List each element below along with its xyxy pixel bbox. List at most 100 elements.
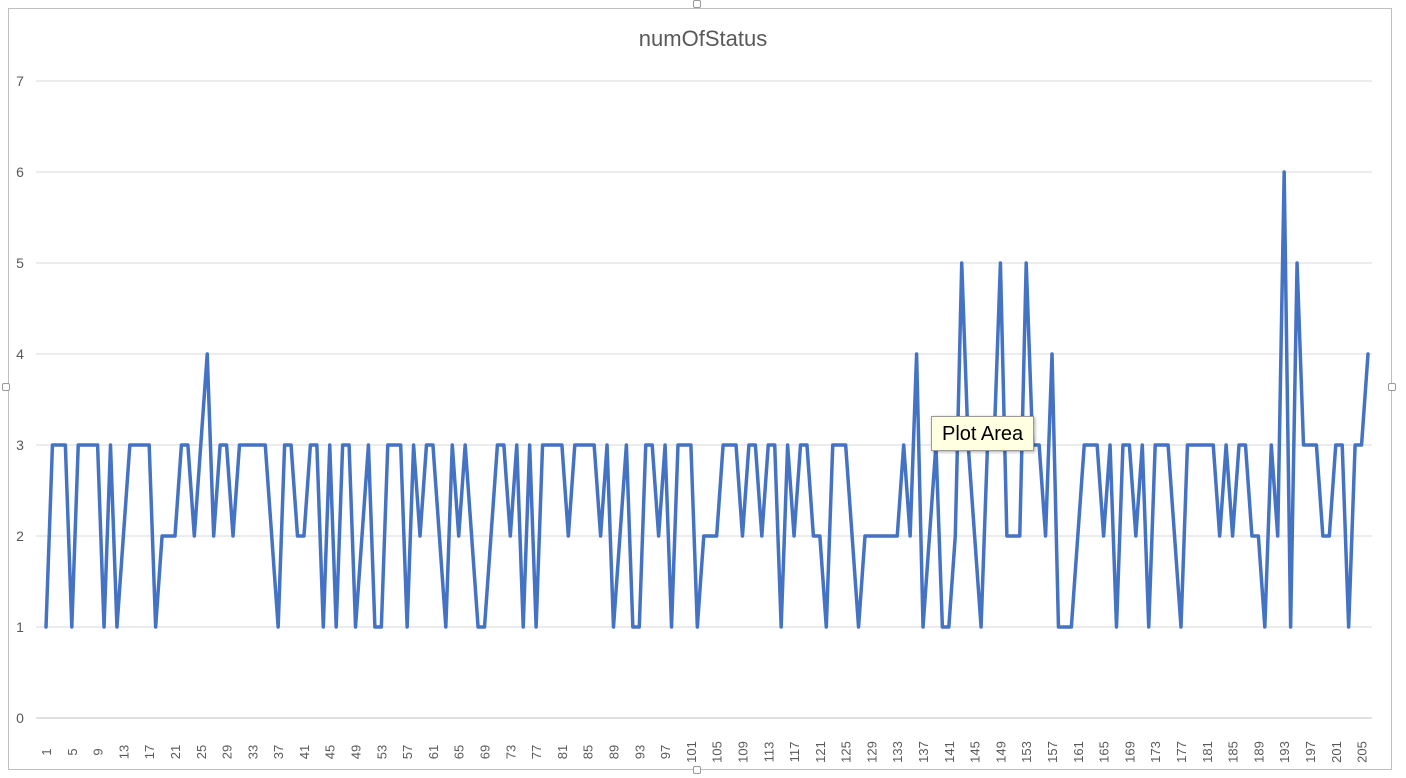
data-point bbox=[322, 626, 325, 628]
data-point bbox=[522, 626, 525, 628]
data-point bbox=[941, 626, 944, 628]
data-point bbox=[773, 444, 776, 446]
data-point bbox=[380, 626, 383, 628]
data-point bbox=[760, 535, 763, 537]
data-point bbox=[780, 626, 783, 628]
x-tick-label: 73 bbox=[503, 745, 518, 759]
data-point bbox=[1051, 353, 1054, 355]
x-tick-label: 177 bbox=[1174, 741, 1189, 763]
data-point bbox=[83, 444, 86, 446]
data-point bbox=[57, 444, 60, 446]
x-tick-label: 33 bbox=[245, 745, 260, 759]
x-tick-label: 189 bbox=[1251, 741, 1266, 763]
x-tick-label: 37 bbox=[271, 745, 286, 759]
data-point bbox=[412, 444, 415, 446]
data-point bbox=[173, 535, 176, 537]
data-point bbox=[257, 444, 260, 446]
data-point bbox=[1102, 535, 1105, 537]
data-point bbox=[580, 444, 583, 446]
x-tick-label: 193 bbox=[1277, 741, 1292, 763]
data-point bbox=[606, 444, 609, 446]
data-point bbox=[812, 535, 815, 537]
plot-area-tooltip: Plot Area bbox=[931, 416, 1035, 451]
data-point bbox=[90, 444, 93, 446]
data-point bbox=[922, 626, 925, 628]
data-point bbox=[290, 444, 293, 446]
data-point bbox=[212, 535, 215, 537]
x-tick-label: 141 bbox=[942, 741, 957, 763]
data-point bbox=[1063, 626, 1066, 628]
data-point bbox=[135, 444, 138, 446]
x-tick-label: 9 bbox=[91, 748, 106, 755]
data-point bbox=[1057, 626, 1060, 628]
x-tick-label: 49 bbox=[349, 745, 364, 759]
data-point bbox=[999, 262, 1002, 264]
chart-title[interactable]: numOfStatus bbox=[638, 26, 768, 51]
resize-handle-left[interactable] bbox=[2, 383, 10, 391]
data-point bbox=[1212, 444, 1215, 446]
data-point bbox=[309, 444, 312, 446]
data-point bbox=[180, 444, 183, 446]
data-point bbox=[1257, 535, 1260, 537]
data-point bbox=[1244, 444, 1247, 446]
data-point bbox=[367, 444, 370, 446]
y-tick-label: 3 bbox=[16, 437, 24, 453]
data-point bbox=[1321, 535, 1324, 537]
resize-handle-right[interactable] bbox=[1388, 383, 1396, 391]
resize-handle-top[interactable] bbox=[693, 0, 701, 8]
data-point bbox=[1315, 444, 1318, 446]
data-point bbox=[799, 444, 802, 446]
x-tick-label: 153 bbox=[1019, 741, 1034, 763]
data-point bbox=[670, 626, 673, 628]
data-point bbox=[1186, 444, 1189, 446]
data-point bbox=[425, 444, 428, 446]
data-point bbox=[909, 535, 912, 537]
data-point bbox=[406, 626, 409, 628]
data-point bbox=[915, 353, 918, 355]
resize-handle-bottom[interactable] bbox=[693, 766, 701, 774]
x-tick-label: 89 bbox=[606, 745, 621, 759]
data-point bbox=[386, 444, 389, 446]
x-tick-label: 21 bbox=[168, 745, 183, 759]
data-point bbox=[270, 535, 273, 537]
data-point bbox=[548, 444, 550, 446]
data-point bbox=[1154, 444, 1157, 446]
data-point bbox=[128, 444, 131, 446]
data-point bbox=[238, 444, 241, 446]
data-point bbox=[741, 535, 744, 537]
data-point bbox=[631, 626, 634, 628]
data-point bbox=[844, 444, 847, 446]
data-point bbox=[1096, 444, 1099, 446]
data-point bbox=[341, 444, 344, 446]
data-point bbox=[1025, 262, 1028, 264]
data-point bbox=[193, 535, 196, 537]
data-point bbox=[393, 444, 396, 446]
x-tick-label: 45 bbox=[323, 745, 338, 759]
data-point bbox=[586, 444, 589, 446]
x-tick-label: 117 bbox=[787, 742, 802, 763]
data-point bbox=[315, 444, 318, 446]
data-point bbox=[754, 444, 757, 446]
x-tick-label: 125 bbox=[839, 741, 854, 763]
x-tick-label: 5 bbox=[65, 748, 80, 755]
chart-area[interactable] bbox=[8, 8, 1392, 770]
data-point bbox=[876, 535, 879, 537]
y-tick-label: 2 bbox=[16, 528, 24, 544]
data-point bbox=[141, 444, 144, 446]
data-point bbox=[1360, 444, 1363, 446]
data-point bbox=[1367, 353, 1369, 355]
x-tick-label: 165 bbox=[1097, 741, 1112, 763]
data-point bbox=[419, 535, 422, 537]
data-point bbox=[457, 535, 460, 537]
data-point bbox=[1109, 444, 1112, 446]
data-point bbox=[1089, 444, 1092, 446]
data-point bbox=[477, 626, 480, 628]
data-point bbox=[954, 535, 957, 537]
data-point bbox=[702, 535, 705, 537]
data-point bbox=[573, 444, 576, 446]
data-point bbox=[328, 444, 331, 446]
y-tick-label: 0 bbox=[16, 710, 24, 726]
data-point bbox=[676, 444, 679, 446]
data-point bbox=[373, 626, 376, 628]
